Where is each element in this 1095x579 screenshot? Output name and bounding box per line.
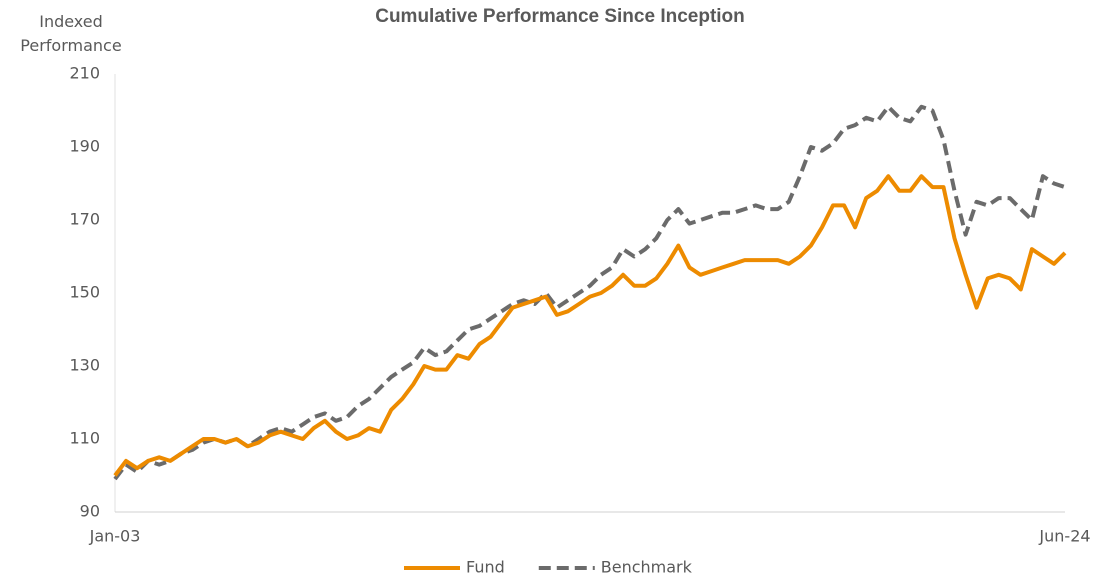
legend-label: Benchmark xyxy=(601,558,693,577)
series-line xyxy=(113,174,1067,477)
x-tick-label: Jun-24 xyxy=(1038,527,1090,546)
y-tick-label: 210 xyxy=(69,64,100,83)
y-tick-label: 190 xyxy=(69,137,100,156)
legend-label: Fund xyxy=(466,558,505,577)
y-axis-label-line: Indexed xyxy=(39,12,103,31)
y-tick-label: 170 xyxy=(69,210,100,229)
y-axis-label: Indexed Performance xyxy=(6,10,136,58)
chart-title: Cumulative Performance Since Inception xyxy=(375,6,745,27)
series-line xyxy=(113,104,1066,481)
y-tick-label: 150 xyxy=(69,283,100,302)
y-axis-label-line: Performance xyxy=(20,36,122,55)
y-tick-label: 90 xyxy=(80,502,100,521)
y-tick-label: 130 xyxy=(69,356,100,375)
y-tick-label: 110 xyxy=(69,429,100,448)
x-tick-label: Jan-03 xyxy=(89,527,141,546)
